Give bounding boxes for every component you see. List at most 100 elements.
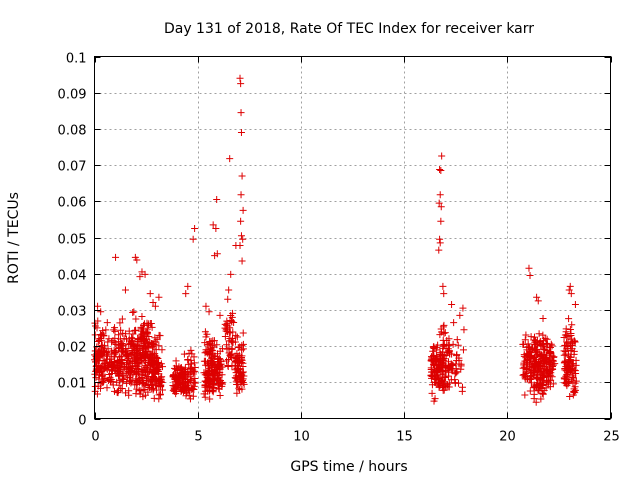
data-point [239,340,247,348]
data-point [118,315,126,323]
data-point [184,356,192,364]
data-point [455,356,463,364]
data-point [549,365,557,373]
data-point [155,342,163,350]
data-point [207,337,215,345]
data-point [439,386,447,394]
data-point [566,326,574,334]
data-point [569,373,577,381]
data-point [437,203,445,211]
data-point [545,360,553,368]
y-axis-label: ROTI / TECUs [6,192,22,284]
data-point [94,317,102,325]
data-point [101,358,109,366]
data-point [95,371,103,379]
data-point [239,235,247,243]
data-point [103,384,111,392]
data-point [459,304,467,312]
x-axis-label: GPS time / hours [290,459,407,475]
data-point [191,224,199,232]
data-point [102,326,110,334]
data-point [100,332,108,340]
data-point [548,342,556,350]
data-point [191,379,199,387]
data-point [205,374,213,382]
plot-frame [94,56,611,419]
data-point [566,393,574,401]
data-point [111,350,119,358]
data-point [115,381,123,389]
data-point [158,386,166,394]
data-point [211,252,219,260]
data-point [133,256,141,264]
data-point [204,367,212,375]
data-point [428,368,436,376]
data-point [438,378,446,386]
data-point [153,336,161,344]
data-point [153,386,161,394]
y-tick-label: 0.06 [58,196,87,211]
data-point [123,348,131,356]
axis-ticks [94,56,612,420]
data-point [237,217,245,225]
data-point [203,330,211,338]
data-point [146,290,154,298]
data-point [100,356,108,364]
data-point [144,339,152,347]
data-point [228,345,236,353]
data-point [202,361,210,369]
data-point [125,387,133,395]
data-point [238,172,246,180]
data-point [110,326,118,334]
data-point [190,385,198,393]
data-point [156,390,164,398]
data-point [136,273,144,281]
data-point [534,297,542,305]
data-point [138,325,146,333]
data-point [533,371,541,379]
x-tick-label: 0 [91,430,99,445]
data-point [173,377,181,385]
data-point [120,363,128,371]
data-point [567,290,575,298]
data-point [439,367,447,375]
data-point [520,359,528,367]
data-point [541,346,549,354]
data-point [182,392,190,400]
data-point [129,330,137,338]
data-point [520,371,528,379]
data-point [152,354,160,362]
data-point [179,368,187,376]
data-point [542,355,550,363]
data-point [138,312,146,320]
data-point [180,350,188,358]
data-point [531,338,539,346]
data-point [542,384,550,392]
data-point [435,199,443,207]
data-point [105,370,113,378]
data-point [233,389,241,397]
data-point [544,372,552,380]
data-point [154,366,162,374]
data-point [447,360,455,368]
data-point [132,315,140,323]
data-point [218,363,226,371]
data-point [438,152,446,160]
data-point [541,356,549,364]
y-tick-labels: 0 0.01 0.02 0.03 0.04 0.05 0.06 0.07 0.08 0.09 0.1 [58,52,87,429]
data-point [235,343,243,351]
data-point [444,341,452,349]
data-point [543,367,551,375]
data-point [153,376,161,384]
y-tick-label: 0.1 [66,52,87,67]
data-point [572,377,580,385]
data-point [533,293,541,301]
data-point [117,385,125,393]
data-point [439,371,447,379]
data-point [547,340,555,348]
data-point [120,335,128,343]
data-point [560,359,568,367]
data-point [566,282,574,290]
data-point [218,371,226,379]
data-point [224,363,232,371]
